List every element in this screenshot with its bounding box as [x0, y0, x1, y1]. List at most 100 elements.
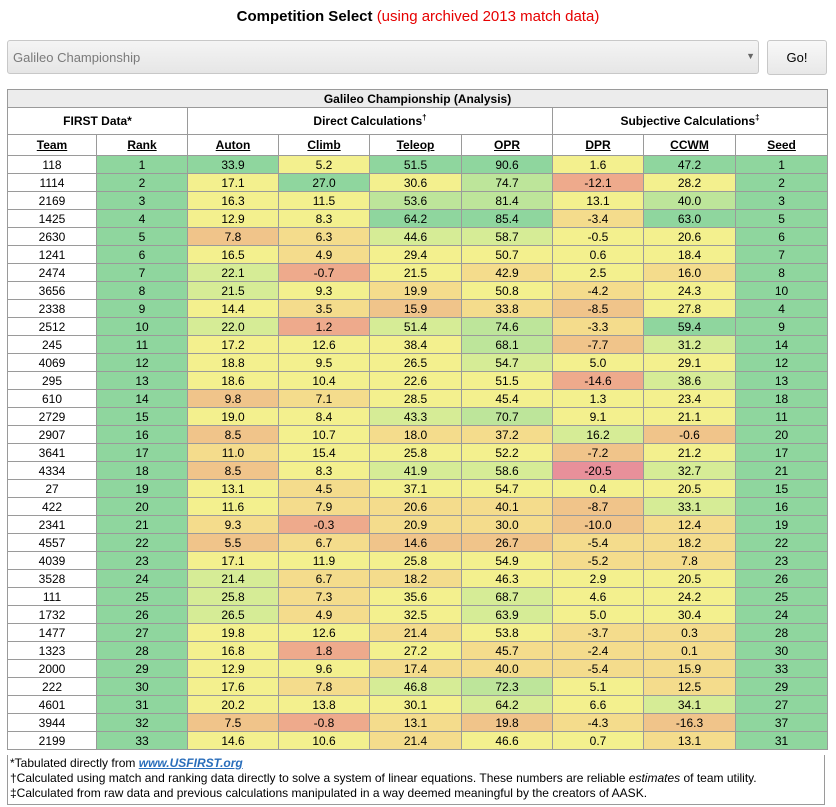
cell-team: 1477 — [7, 623, 97, 642]
cell-rank: 29 — [96, 659, 188, 678]
cell-team: 295 — [7, 371, 97, 390]
cell-dpr: 4.6 — [552, 587, 644, 606]
cell-seed: 28 — [734, 623, 829, 642]
cell-rank: 24 — [96, 569, 188, 588]
cell-auton: 19.8 — [187, 623, 279, 642]
table-row: 111 25 25.8 7.3 35.6 68.7 4.6 24.2 25 — [7, 587, 829, 606]
table-caption: Galileo Championship (Analysis) — [6, 89, 829, 108]
cell-climb: 7.8 — [278, 677, 370, 696]
cell-teleop: 51.4 — [369, 317, 462, 336]
cell-auton: 20.2 — [187, 695, 279, 714]
cell-climb: 15.4 — [278, 443, 370, 462]
cell-rank: 5 — [96, 227, 188, 246]
cell-climb: 1.8 — [278, 641, 370, 660]
cell-teleop: 41.9 — [369, 461, 462, 480]
table-row: 3944 32 7.5 -0.8 13.1 19.8 -4.3 -16.3 37 — [7, 713, 829, 732]
column-header-seed[interactable]: Seed — [734, 134, 829, 156]
column-header-ccwm[interactable]: CCWM — [643, 134, 736, 156]
cell-dpr: 6.6 — [552, 695, 644, 714]
cell-teleop: 51.5 — [369, 155, 462, 174]
cell-team: 3641 — [7, 443, 97, 462]
cell-dpr: 1.3 — [552, 389, 644, 408]
column-header-teleop[interactable]: Teleop — [369, 134, 462, 156]
cell-opr: 74.7 — [461, 173, 553, 192]
group-first-data: FIRST Data* — [7, 107, 188, 135]
column-header-team[interactable]: Team — [7, 134, 97, 156]
table-row: 1114 2 17.1 27.0 30.6 74.7 -12.1 28.2 2 — [7, 173, 829, 192]
cell-ccwm: 47.2 — [643, 155, 736, 174]
cell-opr: 19.8 — [461, 713, 553, 732]
cell-dpr: -10.0 — [552, 515, 644, 534]
go-button[interactable]: Go! — [767, 40, 827, 75]
cell-dpr: -12.1 — [552, 173, 644, 192]
cell-rank: 16 — [96, 425, 188, 444]
cell-teleop: 38.4 — [369, 335, 462, 354]
column-header-climb[interactable]: Climb — [278, 134, 370, 156]
cell-dpr: -4.2 — [552, 281, 644, 300]
cell-teleop: 46.8 — [369, 677, 462, 696]
cell-seed: 16 — [734, 497, 829, 516]
cell-auton: 7.8 — [187, 227, 279, 246]
cell-team: 4039 — [7, 551, 97, 570]
cell-dpr: 16.2 — [552, 425, 644, 444]
footnotes: *Tabulated directly from www.USFIRST.org… — [7, 755, 825, 805]
cell-climb: 6.7 — [278, 569, 370, 588]
cell-ccwm: 18.4 — [643, 245, 736, 264]
cell-ccwm: 28.2 — [643, 173, 736, 192]
cell-ccwm: 7.8 — [643, 551, 736, 570]
cell-ccwm: 32.7 — [643, 461, 736, 480]
usfirst-link[interactable]: www.USFIRST.org — [138, 756, 243, 770]
cell-rank: 18 — [96, 461, 188, 480]
column-header-dpr[interactable]: DPR — [552, 134, 644, 156]
column-header-rank[interactable]: Rank — [96, 134, 188, 156]
cell-ccwm: 24.3 — [643, 281, 736, 300]
cell-seed: 7 — [734, 245, 829, 264]
cell-teleop: 25.8 — [369, 551, 462, 570]
cell-auton: 18.8 — [187, 353, 279, 372]
cell-teleop: 37.1 — [369, 479, 462, 498]
cell-seed: 6 — [734, 227, 829, 246]
cell-team: 2341 — [7, 515, 97, 534]
table-row: 1732 26 26.5 4.9 32.5 63.9 5.0 30.4 24 — [7, 605, 829, 624]
table-row: 2630 5 7.8 6.3 44.6 58.7 -0.5 20.6 6 — [7, 227, 829, 246]
cell-rank: 20 — [96, 497, 188, 516]
cell-rank: 11 — [96, 335, 188, 354]
cell-seed: 15 — [734, 479, 829, 498]
cell-opr: 68.1 — [461, 335, 553, 354]
cell-teleop: 20.9 — [369, 515, 462, 534]
cell-dpr: 2.9 — [552, 569, 644, 588]
cell-seed: 23 — [734, 551, 829, 570]
cell-climb: 10.7 — [278, 425, 370, 444]
cell-team: 1323 — [7, 641, 97, 660]
competition-select[interactable]: Galileo Championship ▼ — [7, 40, 759, 74]
cell-dpr: 9.1 — [552, 407, 644, 426]
column-header-opr[interactable]: OPR — [461, 134, 553, 156]
table-row: 2341 21 9.3 -0.3 20.9 30.0 -10.0 12.4 19 — [7, 515, 829, 534]
cell-team: 4334 — [7, 461, 97, 480]
cell-ccwm: 29.1 — [643, 353, 736, 372]
cell-teleop: 21.4 — [369, 623, 462, 642]
cell-auton: 17.6 — [187, 677, 279, 696]
cell-auton: 22.0 — [187, 317, 279, 336]
cell-team: 1241 — [7, 245, 97, 264]
cell-dpr: -5.4 — [552, 659, 644, 678]
table-row: 4601 31 20.2 13.8 30.1 64.2 6.6 34.1 27 — [7, 695, 829, 714]
cell-climb: 8.3 — [278, 461, 370, 480]
cell-climb: 6.7 — [278, 533, 370, 552]
table-row: 2907 16 8.5 10.7 18.0 37.2 16.2 -0.6 20 — [7, 425, 829, 444]
cell-ccwm: 13.1 — [643, 731, 736, 750]
cell-rank: 10 — [96, 317, 188, 336]
column-header-auton[interactable]: Auton — [187, 134, 279, 156]
cell-climb: 6.3 — [278, 227, 370, 246]
cell-seed: 1 — [734, 155, 829, 174]
cell-opr: 64.2 — [461, 695, 553, 714]
cell-auton: 22.1 — [187, 263, 279, 282]
cell-teleop: 44.6 — [369, 227, 462, 246]
cell-rank: 6 — [96, 245, 188, 264]
cell-opr: 37.2 — [461, 425, 553, 444]
cell-dpr: -14.6 — [552, 371, 644, 390]
cell-opr: 81.4 — [461, 191, 553, 210]
cell-climb: 4.9 — [278, 605, 370, 624]
cell-climb: 8.4 — [278, 407, 370, 426]
cell-auton: 11.0 — [187, 443, 279, 462]
